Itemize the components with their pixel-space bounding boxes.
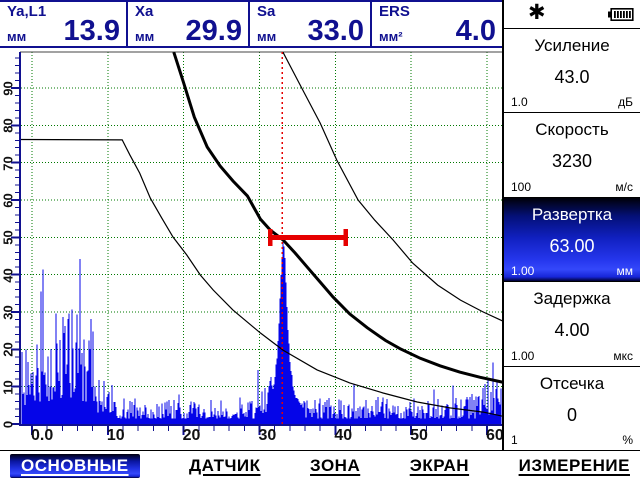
measurement-unit: мм	[257, 29, 277, 44]
x-tick-label: 10	[106, 427, 125, 444]
battery-icon	[608, 8, 634, 26]
x-tick-label: 60	[485, 427, 504, 444]
measurement-value: 4.0	[455, 15, 496, 47]
y-tick-label: 0	[0, 420, 16, 429]
param-title: Задержка	[533, 289, 611, 309]
measurement-value: 13.9	[63, 15, 120, 47]
tab-ekran[interactable]: ЭКРАН	[409, 455, 470, 475]
param-range-selected[interactable]: Развертка 63.00 1.00 мм	[504, 197, 640, 283]
ascan-plot: 0.0 10 20 30 40 50 60 0 10 20 30 40 50 60 70 80 90	[0, 48, 508, 450]
measurement-label: Xa	[135, 3, 154, 20]
measurement-cell-ers: ERS мм² 4.0	[372, 2, 502, 46]
measurement-value: 33.0	[307, 15, 364, 47]
param-unit: %	[622, 433, 633, 448]
param-title: Развертка	[531, 204, 613, 224]
param-step: 1	[511, 433, 518, 448]
bottom-menu: ОСНОВНЫЕ ДАТЧИК ЗОНА ЭКРАН ИЗМЕРЕНИЕ	[0, 450, 640, 480]
measurement-unit: мм²	[379, 29, 403, 44]
param-unit: м/с	[615, 179, 633, 194]
y-tick-label: 20	[0, 342, 16, 358]
sidebar-status-header: ✱	[504, 0, 640, 29]
measurement-cell-sa: Sa мм 33.0	[250, 2, 372, 46]
x-tick-label: 50	[410, 427, 428, 444]
param-unit: мкс	[613, 348, 633, 363]
param-value: 0	[566, 404, 577, 425]
y-tick-label: 30	[0, 305, 16, 320]
param-value: 43.0	[554, 67, 590, 87]
measurement-unit: мм	[135, 29, 155, 44]
y-tick-label: 80	[0, 118, 16, 134]
param-value: 3230	[551, 151, 593, 172]
tab-zona[interactable]: ЗОНА	[310, 455, 361, 475]
measurement-label: ERS	[379, 3, 410, 20]
measurement-label: Sa	[257, 3, 276, 20]
tab-osnovnye[interactable]: ОСНОВНЫЕ	[10, 453, 140, 478]
freeze-star-icon: ✱	[528, 1, 546, 24]
measurement-cell-xa: Xa мм 29.9	[128, 2, 250, 46]
y-tick-label: 10	[0, 379, 16, 395]
tab-izmerenie[interactable]: ИЗМЕРЕНИЕ	[518, 455, 630, 475]
param-step: 1.00	[511, 348, 535, 363]
x-tick-label: 40	[334, 427, 353, 444]
param-sidebar: ✱ Усиление 43.0 1.0 дБ Скорость 3230 100	[502, 0, 640, 451]
measurement-label: Ya,L1	[7, 3, 47, 20]
param-value: 4.00	[554, 320, 590, 341]
param-gain[interactable]: Усиление 43.0 1.0 дБ	[504, 29, 640, 114]
param-reject[interactable]: Отсечка 0 1 %	[504, 366, 640, 451]
y-tick-label: 60	[0, 193, 16, 208]
param-title: Скорость	[535, 120, 609, 140]
param-title: Отсечка	[539, 373, 605, 393]
x-tick-label: 0.0	[31, 427, 54, 444]
ascan-canvas	[0, 48, 508, 455]
y-tick-label: 50	[0, 230, 16, 246]
measurement-cell-ya: Ya,L1 мм 13.9	[0, 2, 128, 46]
param-title: Усиление	[534, 36, 610, 55]
param-delay[interactable]: Задержка 4.00 1.00 мкс	[504, 282, 640, 367]
param-step: 100	[511, 179, 532, 194]
measurement-value: 29.9	[185, 15, 242, 47]
param-unit: мм	[616, 264, 634, 279]
measurement-unit: мм	[7, 29, 27, 44]
tab-datchik[interactable]: ДАТЧИК	[189, 455, 261, 475]
param-step: 1.0	[511, 95, 528, 110]
x-tick-label: 30	[258, 427, 277, 444]
param-unit: дБ	[618, 95, 633, 110]
x-tick-label: 20	[182, 427, 201, 444]
measurement-bar: Ya,L1 мм 13.9 Xa мм 29.9 Sa мм 33.0 ERS …	[0, 0, 502, 48]
y-tick-label: 90	[0, 81, 16, 96]
param-step: 1.00	[511, 264, 535, 279]
param-velocity[interactable]: Скорость 3230 100 м/с	[504, 113, 640, 198]
param-value: 63.00	[549, 235, 595, 256]
y-tick-label: 70	[0, 155, 16, 171]
y-tick-label: 40	[0, 267, 16, 283]
